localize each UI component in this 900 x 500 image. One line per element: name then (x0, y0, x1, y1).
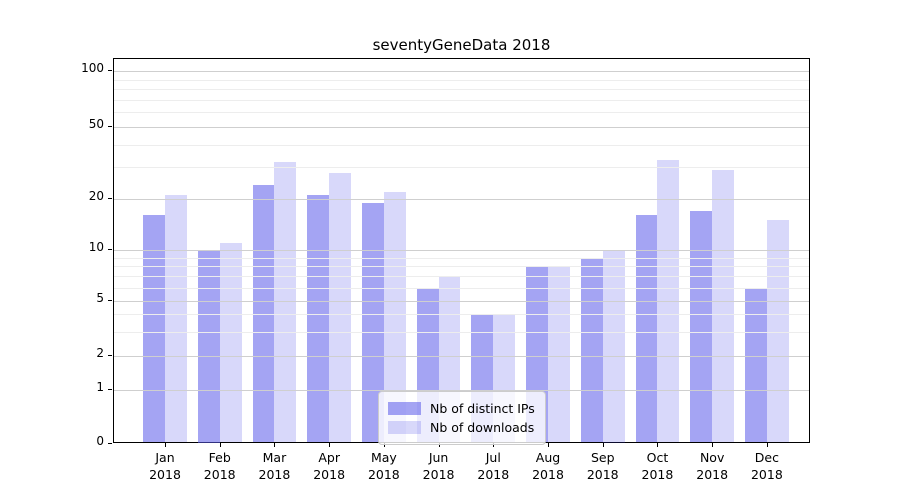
legend: Nb of distinct IPs Nb of downloads (378, 391, 546, 445)
y-tick-label-50: 50 (88, 117, 104, 131)
bar-downloads-aug (548, 266, 570, 443)
bar-distinct-ips-dec (744, 287, 767, 443)
x-tick-label-may: May 2018 (367, 450, 400, 482)
gridline-major-100 (114, 71, 809, 72)
bar-distinct-ips-oct (635, 215, 658, 443)
x-tick-mark-jun (438, 443, 440, 447)
x-tick-label-jul: Jul 2018 (477, 450, 510, 482)
y-tick-label-100: 100 (81, 61, 104, 75)
bar-downloads-jan (165, 195, 187, 443)
legend-item-downloads: Nb of downloads (388, 418, 535, 437)
x-tick-mark-mar (274, 443, 276, 447)
x-tick-mark-aug (548, 443, 549, 447)
y-tick-label-20: 20 (88, 189, 104, 203)
x-tick-mark-dec (766, 443, 768, 447)
y-tick-mark-10 (108, 249, 112, 250)
y-tick-mark-1 (108, 389, 112, 390)
plot-area: Nb of distinct IPs Nb of downloads (113, 58, 810, 445)
y-tick-label-5: 5 (96, 291, 104, 305)
legend-label-downloads: Nb of downloads (430, 420, 535, 435)
legend-swatch-distinct-ips (388, 402, 421, 415)
gridline-minor-60 (114, 112, 809, 114)
x-tick-label-aug: Aug 2018 (532, 450, 564, 482)
legend-item-distinct-ips: Nb of distinct IPs (388, 399, 535, 418)
y-tick-label-0: 0 (96, 433, 104, 448)
bar-distinct-ips-mar (252, 184, 275, 443)
bar-distinct-ips-feb (197, 250, 220, 443)
bar-downloads-feb (219, 242, 242, 443)
y-tick-mark-5 (108, 300, 112, 301)
gridline-minor-70 (114, 99, 809, 101)
gridline-minor-6 (114, 287, 809, 289)
bar-distinct-ips-apr (307, 195, 330, 443)
bar-distinct-ips-sep (580, 257, 603, 443)
gridline-minor-30 (114, 167, 809, 169)
x-tick-mark-jul (493, 443, 495, 447)
gridline-major-20 (114, 199, 809, 200)
x-tick-mark-jan (165, 443, 166, 447)
x-tick-label-feb: Feb 2018 (203, 450, 236, 482)
y-tick-mark-2 (108, 355, 112, 356)
y-tick-label-10: 10 (88, 240, 104, 254)
bar-distinct-ips-nov (690, 210, 713, 443)
bar-downloads-sep (602, 250, 625, 443)
y-tick-mark-100 (108, 70, 112, 71)
bar-downloads-mar (274, 162, 297, 443)
x-tick-label-mar: Mar 2018 (258, 450, 291, 482)
chart-title: seventyGeneData 2018 (372, 36, 551, 54)
bar-distinct-ips-may (361, 202, 384, 443)
gridline-minor-7 (114, 276, 809, 278)
gridline-minor-8 (114, 266, 809, 268)
gridline-minor-40 (114, 144, 809, 146)
gridline-minor-3 (114, 331, 809, 333)
gridline-minor-90 (114, 79, 809, 81)
gridline-major-10 (114, 250, 809, 251)
x-tick-mark-oct (657, 443, 659, 447)
gridline-major-1 (114, 390, 809, 391)
bar-distinct-ips-jan (143, 215, 165, 443)
x-tick-label-oct: Oct 2018 (641, 450, 674, 482)
y-tick-mark-20 (108, 198, 112, 199)
bar-downloads-apr (329, 172, 352, 443)
legend-label-distinct-ips: Nb of distinct IPs (430, 401, 535, 416)
gridline-minor-4 (114, 314, 809, 316)
bar-downloads-may (383, 191, 406, 443)
gridline-major-5 (114, 301, 809, 302)
x-tick-label-jan: Jan 2018 (149, 450, 181, 482)
bar-downloads-dec (766, 220, 789, 443)
bar-downloads-nov (712, 169, 735, 443)
gridline-minor-80 (114, 89, 809, 91)
x-tick-mark-nov (712, 443, 714, 447)
gridline-major-50 (114, 127, 809, 128)
x-tick-mark-may (383, 443, 385, 447)
x-tick-label-jun: Jun 2018 (422, 450, 455, 482)
y-tick-label-1: 1 (96, 380, 104, 394)
x-tick-label-apr: Apr 2018 (313, 450, 346, 482)
y-tick-mark-0 (108, 442, 112, 444)
legend-swatch-downloads (388, 421, 421, 434)
x-tick-mark-feb (219, 443, 221, 447)
x-tick-label-dec: Dec 2018 (750, 450, 783, 482)
x-tick-label-nov: Nov 2018 (696, 450, 729, 482)
x-tick-mark-sep (602, 443, 604, 447)
x-tick-mark-apr (329, 443, 331, 447)
y-tick-mark-50 (108, 126, 112, 127)
x-tick-label-sep: Sep 2018 (586, 450, 619, 482)
gridline-minor-9 (114, 257, 809, 259)
y-tick-label-2: 2 (96, 346, 104, 360)
gridline-major-2 (114, 356, 809, 357)
